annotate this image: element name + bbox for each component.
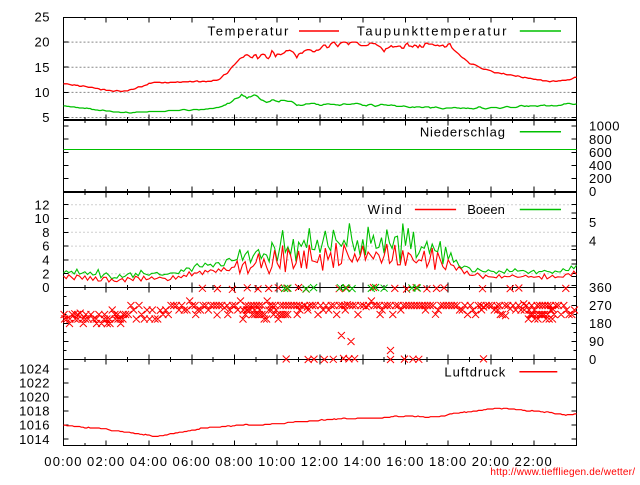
svg-text:1024: 1024: [19, 362, 50, 377]
svg-text:0: 0: [589, 352, 597, 367]
svg-text:6: 6: [42, 239, 50, 254]
svg-text:Wind: Wind: [368, 202, 404, 217]
svg-text:1020: 1020: [19, 390, 50, 405]
svg-text:180: 180: [589, 316, 612, 331]
svg-text:90: 90: [589, 334, 604, 349]
svg-text:800: 800: [589, 132, 612, 147]
svg-text:0: 0: [589, 184, 597, 199]
svg-text:5: 5: [589, 215, 597, 230]
svg-text:270: 270: [589, 298, 612, 313]
svg-text:18:00: 18:00: [429, 454, 467, 469]
svg-text:Temperatur: Temperatur: [208, 24, 290, 39]
svg-text:20:00: 20:00: [472, 454, 510, 469]
svg-text:400: 400: [589, 158, 612, 173]
svg-text:1014: 1014: [19, 432, 50, 447]
svg-text:http://www.tieffliegen.de/wett: http://www.tieffliegen.de/wetter/: [490, 467, 635, 478]
svg-text:4: 4: [589, 234, 597, 249]
svg-text:600: 600: [589, 145, 612, 160]
svg-text:1016: 1016: [19, 418, 50, 433]
svg-text:02:00: 02:00: [87, 454, 125, 469]
svg-text:8: 8: [42, 225, 50, 240]
svg-text:06:00: 06:00: [173, 454, 211, 469]
svg-text:2: 2: [42, 266, 50, 281]
svg-text:Niederschlag: Niederschlag: [420, 124, 506, 139]
svg-text:360: 360: [589, 280, 612, 295]
svg-text:1018: 1018: [19, 404, 50, 419]
svg-text:25: 25: [35, 10, 50, 25]
svg-text:16:00: 16:00: [386, 454, 424, 469]
svg-text:1022: 1022: [19, 376, 50, 391]
svg-text:20: 20: [35, 35, 50, 50]
svg-text:Boeen: Boeen: [467, 202, 505, 217]
svg-text:4: 4: [42, 253, 50, 268]
svg-text:200: 200: [589, 171, 612, 186]
svg-text:08:00: 08:00: [215, 454, 253, 469]
svg-text:1000: 1000: [589, 119, 620, 134]
svg-text:12: 12: [35, 197, 50, 212]
svg-text:15: 15: [35, 60, 50, 75]
svg-text:5: 5: [42, 110, 50, 125]
svg-text:Taupunkttemperatur: Taupunkttemperatur: [357, 24, 509, 39]
svg-text:10:00: 10:00: [258, 454, 296, 469]
svg-text:04:00: 04:00: [130, 454, 168, 469]
svg-text:22:00: 22:00: [515, 454, 553, 469]
svg-text:10: 10: [35, 211, 50, 226]
svg-text:0: 0: [42, 280, 50, 295]
svg-text:12:00: 12:00: [301, 454, 339, 469]
svg-text:00:00: 00:00: [44, 454, 82, 469]
svg-text:14:00: 14:00: [344, 454, 382, 469]
svg-text:Luftdruck: Luftdruck: [444, 364, 506, 379]
svg-text:10: 10: [35, 85, 50, 100]
